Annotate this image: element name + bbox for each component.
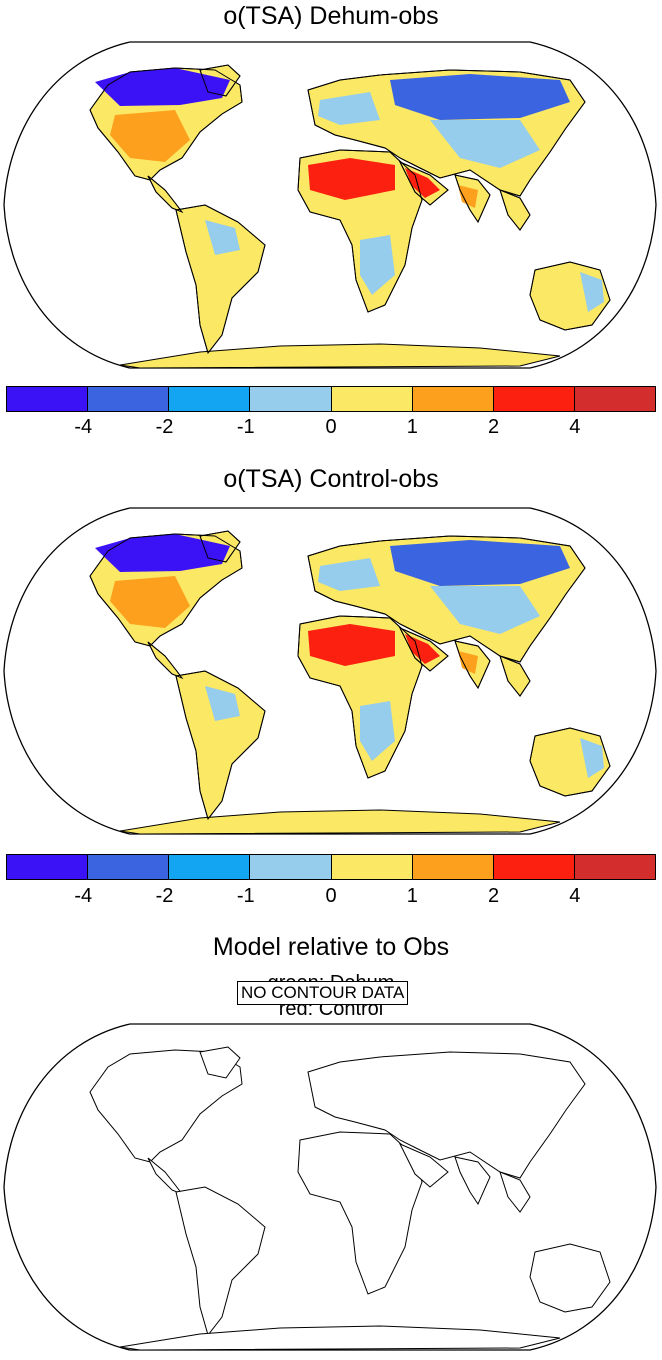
coastline-arabia (398, 626, 449, 672)
continent-north-america (89, 1049, 243, 1163)
anomaly-region-siberia-cold (390, 540, 570, 586)
coastline-central-america (147, 175, 184, 214)
panel2-title: o(TSA) Control-obs (223, 465, 439, 493)
colorbar-swatch (169, 387, 251, 411)
coastline-south-america (175, 204, 266, 355)
colorbar-swatch (331, 855, 413, 879)
colorbar-tick-label: 2 (487, 416, 500, 438)
colorbar-tick-label: 1 (406, 885, 418, 907)
colorbar-swatch (574, 387, 655, 411)
colorbar-tick-label: 2 (487, 885, 500, 907)
coastline-australia (529, 261, 611, 331)
continent-antarctica (119, 809, 561, 835)
colorbar-1 (6, 386, 656, 412)
colorbar-tick-label: -1 (236, 885, 255, 907)
colorbar-swatch (250, 387, 332, 411)
continent-arabia (398, 1142, 449, 1188)
colorbar-swatch (7, 855, 89, 879)
coastline-southeast-asia (499, 655, 531, 697)
map-control (3, 507, 657, 835)
continent-australia (529, 1243, 611, 1313)
anomaly-region-arabia-hot (405, 168, 440, 198)
colorbar-swatch (88, 387, 170, 411)
anomaly-region-amazon-cool (205, 686, 240, 721)
anomaly-region-europe-cool (318, 558, 380, 591)
continent-south-america (175, 1186, 266, 1337)
anomaly-region-africa-cool (360, 701, 395, 761)
coastline-india (454, 174, 491, 224)
anomaly-region-africa-cool (360, 235, 395, 295)
coastline-north-america (89, 533, 243, 647)
colorbar-2 (6, 854, 656, 880)
coastline-southeast-asia (499, 189, 531, 231)
colorbar-swatch (493, 387, 575, 411)
colorbar-swatch (169, 855, 251, 879)
coastline-south-america (175, 670, 266, 821)
colorbar-tick-label: -4 (74, 885, 93, 907)
coastline-north-america (89, 67, 243, 181)
colorbar-tick-label: -1 (236, 416, 255, 438)
continent-india (454, 1156, 491, 1206)
coastline-australia (529, 727, 611, 797)
anomaly-region-india-hot (458, 185, 478, 208)
anomaly-region-asia-cool (430, 120, 540, 168)
colorbar-tick-label: -2 (155, 885, 174, 907)
colorbar-tick-label: -2 (155, 416, 174, 438)
map-model-relative (3, 1023, 657, 1351)
anomaly-region-sahara (308, 624, 395, 666)
anomaly-region-amazon-cool (205, 220, 240, 255)
anomaly-region-canada-cold (95, 534, 230, 572)
anomaly-region-asia-cool (430, 586, 540, 634)
colorbar-tick-label: 0 (325, 416, 337, 438)
anomaly-region-us-warm (110, 576, 190, 628)
colorbar-tick-label: 4 (569, 885, 581, 907)
map-dehum (3, 41, 657, 369)
coastline-europe-asia (307, 535, 586, 663)
coastline-europe-asia (307, 69, 586, 197)
anomaly-region-arabia-hot (405, 634, 440, 664)
colorbar-swatch (7, 387, 89, 411)
continent-greenland (199, 1046, 241, 1079)
colorbar-tick-label: -4 (74, 416, 93, 438)
panel1-title: o(TSA) Dehum-obs (223, 2, 439, 30)
colorbar-tick-label: 1 (406, 416, 418, 438)
anomaly-region-sahara (308, 158, 395, 200)
coastline-central-america (147, 641, 184, 680)
continent-southeast-asia (499, 1171, 531, 1213)
coastline-arabia (398, 160, 449, 206)
anomaly-region-siberia-cold (390, 74, 570, 120)
continent-antarctica (119, 343, 561, 369)
anomaly-region-europe-cool (318, 92, 380, 125)
anomaly-region-india-hot (458, 651, 478, 674)
colorbar-swatch (574, 855, 655, 879)
colorbar-swatch (250, 855, 332, 879)
colorbar-swatch (493, 855, 575, 879)
coastline-africa (297, 149, 423, 313)
continent-africa (297, 1131, 423, 1295)
coastline-greenland (199, 64, 241, 97)
colorbar-tick-label: 0 (325, 885, 337, 907)
continent-europe-asia (307, 1051, 586, 1179)
anomaly-region-canada-cold (95, 68, 230, 106)
no-contour-data-label: NO CONTOUR DATA (237, 981, 409, 1005)
colorbar-swatch (412, 387, 494, 411)
coastline-india (454, 640, 491, 690)
coastline-africa (297, 615, 423, 779)
colorbar-swatch (412, 855, 494, 879)
coastline-greenland (199, 530, 241, 563)
anomaly-region-australia-cool (580, 738, 604, 778)
panel3-title: Model relative to Obs (212, 933, 450, 961)
anomaly-region-australia-cool (580, 272, 604, 312)
colorbar-swatch (331, 387, 413, 411)
anomaly-region-us-warm (110, 110, 190, 162)
colorbar-swatch (88, 855, 170, 879)
continent-antarctica (119, 1325, 561, 1351)
colorbar-tick-label: 4 (569, 416, 581, 438)
